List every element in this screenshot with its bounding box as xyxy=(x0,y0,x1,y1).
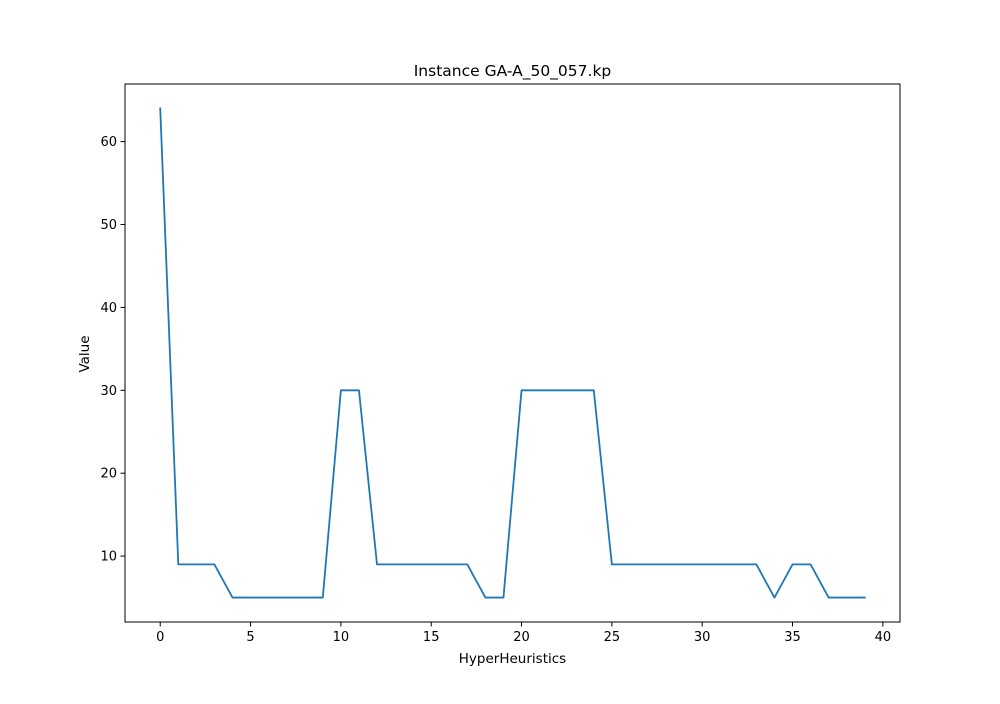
y-tick-label: 60 xyxy=(100,135,117,150)
x-tick-label: 10 xyxy=(333,630,350,645)
chart-title: Instance GA-A_50_057.kp xyxy=(414,62,612,81)
y-tick-label: 40 xyxy=(100,301,117,316)
y-tick-label: 10 xyxy=(100,550,117,565)
y-tick-label: 20 xyxy=(100,467,117,482)
x-axis-label: HyperHeuristics xyxy=(459,651,566,667)
x-tick-label: 25 xyxy=(604,630,621,645)
plot-layer xyxy=(159,107,866,599)
plot-frame xyxy=(124,83,901,623)
x-tick-label: 0 xyxy=(156,630,164,645)
y-tick-label: 50 xyxy=(100,218,117,233)
x-tick-label: 20 xyxy=(513,630,530,645)
y-tick-label: 30 xyxy=(100,384,117,399)
series-line-0 xyxy=(159,107,866,599)
x-tick-label: 35 xyxy=(784,630,801,645)
axes-layer: 0 5 10 15 20 25 30 35 40 10 20 30 40 50 60 xyxy=(100,83,901,645)
y-axis-label: Value xyxy=(77,335,93,372)
x-tick-label: 5 xyxy=(246,630,254,645)
x-tick-label: 15 xyxy=(423,630,440,645)
x-tick-label: 30 xyxy=(694,630,711,645)
x-tick-label: 40 xyxy=(875,630,892,645)
